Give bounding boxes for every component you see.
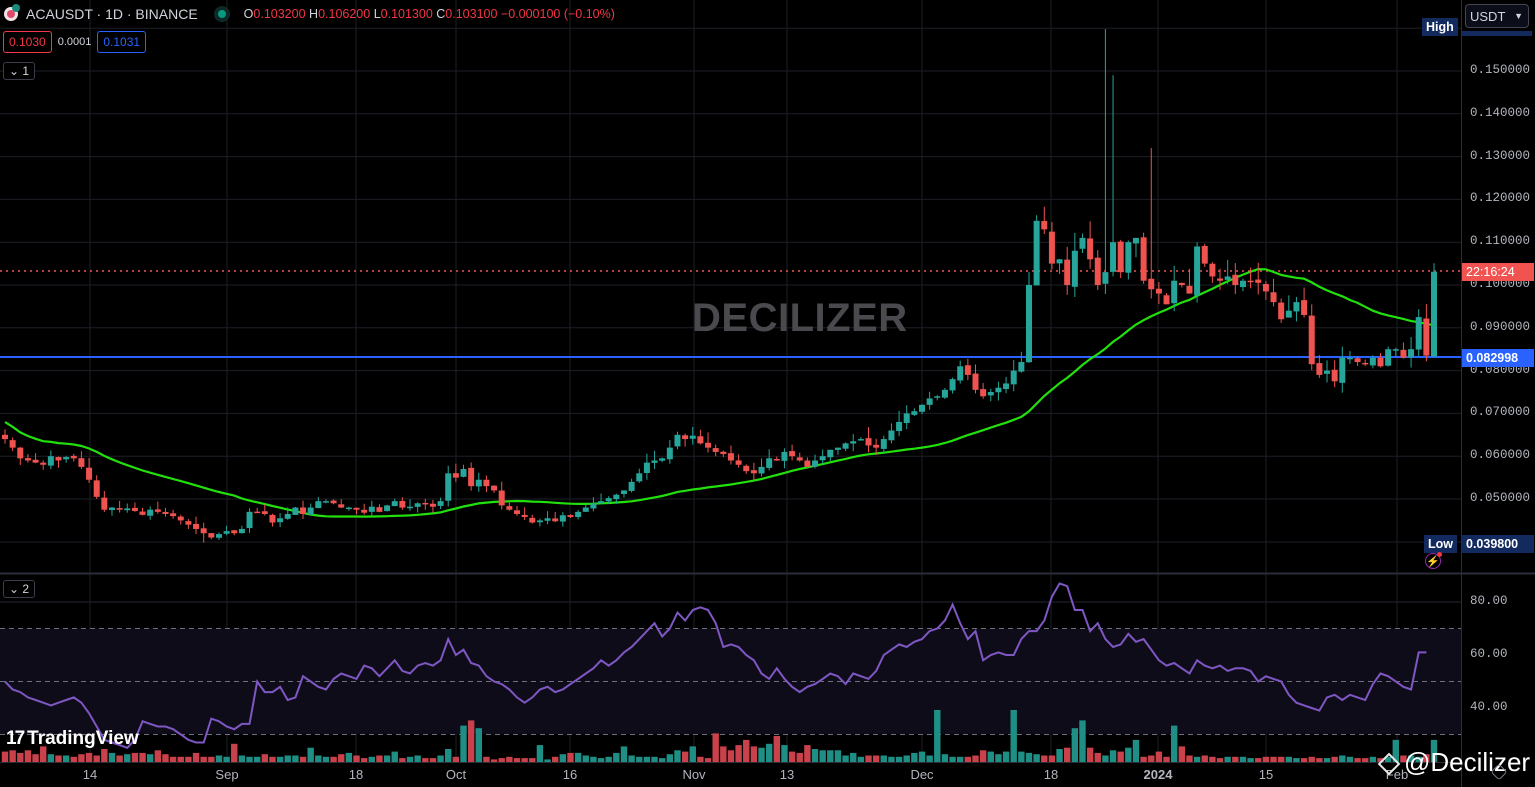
pane-1-collapse-button[interactable]: ⌄ 1 [3, 62, 36, 80]
tradingview-mark-icon: 17 [6, 728, 25, 749]
pane-1-label: 1 [22, 64, 30, 78]
symbol-legend: ACAUSDT · 1D · BINANCE O0.103200 H0.1062… [4, 4, 615, 22]
lightning-alert-icon[interactable]: ⚡ [1425, 552, 1442, 569]
oscillator-axis-label: 40.00 [1470, 700, 1508, 714]
low-value-tag: 0.039800 [1462, 535, 1534, 553]
price-axis-label: 0.060000 [1470, 448, 1531, 463]
change-value: −0.000100 (−0.10%) [500, 7, 615, 21]
close-value: 0.103100 [445, 7, 498, 21]
binance-logo-icon [1378, 753, 1398, 773]
currency-selector[interactable]: USDT ▼ [1465, 4, 1529, 28]
time-axis-label: Dec [910, 767, 934, 782]
price-axis-label: 0.050000 [1470, 491, 1531, 505]
chevron-down-icon: ⌄ [9, 64, 20, 78]
oscillator-axis-label: 60.00 [1470, 647, 1508, 661]
chevron-down-icon: ⌄ [9, 582, 20, 596]
high-label: H [309, 7, 319, 21]
currency-label: USDT [1470, 8, 1506, 24]
open-label: O [243, 7, 254, 21]
ohlc-values: O0.103200 H0.106200 L0.101300 C0.103100 … [244, 7, 615, 21]
buy-button[interactable]: 0.1031 [97, 31, 147, 53]
time-axis-label: 15 [1258, 767, 1274, 782]
symbol-logo-icon [4, 4, 20, 21]
close-label: C [436, 7, 446, 21]
price-axis-label: 0.070000 [1470, 405, 1531, 420]
tradingview-logo[interactable]: 17 TradingView [6, 728, 139, 750]
pane-2-collapse-button[interactable]: ⌄ 2 [3, 580, 36, 598]
chevron-down-icon: ▼ [1514, 11, 1523, 21]
time-axis-label: Oct [445, 767, 467, 782]
low-label: L [373, 7, 381, 21]
rsi-line [4, 582, 1427, 749]
time-axis-label: 14 [82, 767, 98, 782]
price-axis-label: 0.110000 [1470, 234, 1531, 249]
price-axis-label: 0.150000 [1470, 63, 1531, 77]
pane-2-label: 2 [22, 582, 30, 596]
price-axis-label: 0.140000 [1470, 105, 1531, 120]
price-axis-label: 0.130000 [1470, 148, 1531, 163]
trade-buttons: 0.1030 0.0001 0.1031 [3, 31, 147, 53]
time-axis-label: 2024 [1143, 767, 1173, 782]
high-value: 0.106200 [318, 7, 371, 21]
time-axis-label: 18 [1043, 767, 1059, 782]
low-value: 0.101300 [380, 7, 433, 21]
time-axis-label: 16 [562, 767, 578, 782]
rsi-level-lines [0, 628, 1461, 735]
symbol-title[interactable]: ACAUSDT · 1D · BINANCE [26, 6, 198, 22]
time-axis-label: 13 [779, 767, 795, 782]
credit-text: @Decilizer [1404, 747, 1531, 777]
low-tag: Low [1424, 535, 1457, 553]
spread-value: 0.0001 [57, 36, 92, 48]
market-status-icon[interactable] [213, 6, 230, 22]
high-value-marker [1462, 31, 1532, 36]
time-axis-label: 18 [348, 767, 364, 782]
price-axis-label: 0.120000 [1470, 191, 1531, 206]
tradingview-text: TradingView [27, 728, 139, 749]
countdown-tag: 22:16:24 [1462, 263, 1534, 281]
moving-average-line [4, 267, 1435, 518]
candlesticks [2, 29, 1437, 543]
sell-button[interactable]: 0.1030 [3, 31, 52, 53]
time-axis-label: Nov [682, 767, 706, 782]
credit-watermark: @Decilizer [1378, 747, 1530, 778]
watermark: DECILIZER [692, 296, 908, 340]
open-value: 0.103200 [253, 7, 306, 21]
volume-bars [1, 710, 1438, 762]
price-axis-label: 0.090000 [1470, 319, 1531, 334]
time-axis-label: Sep [215, 767, 239, 782]
oscillator-axis-label: 80.00 [1470, 594, 1508, 608]
high-tag: High [1422, 18, 1458, 36]
hline-price-tag[interactable]: 0.082998 [1462, 349, 1534, 367]
